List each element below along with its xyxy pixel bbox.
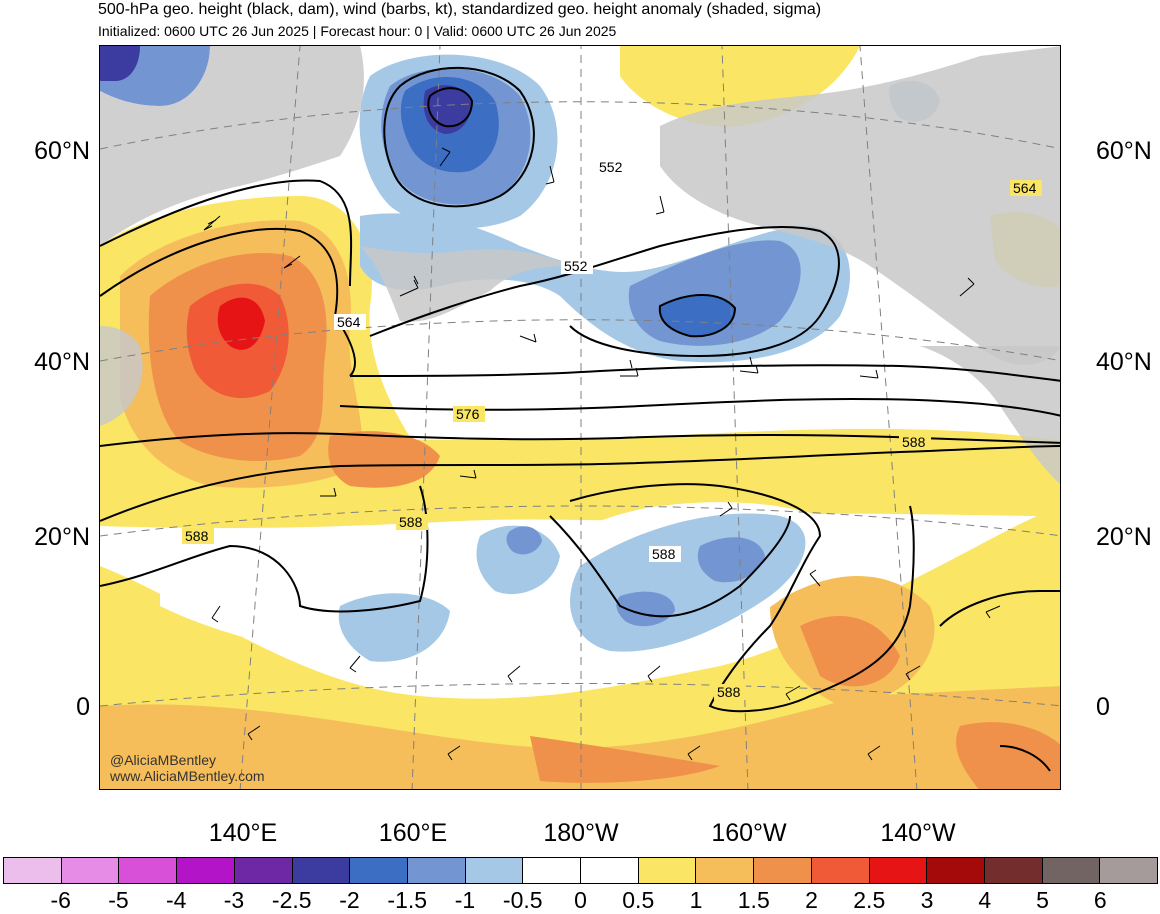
colorbar-tick-label: 2.5 [853,887,886,913]
colorbar-swatch [638,858,697,883]
colorbar-swatch [234,858,293,883]
colorbar-tick-label: 1 [689,887,703,913]
colorbar-swatch [1042,858,1101,883]
colorbar-swatch [754,858,812,883]
colorbar [3,857,1158,884]
credit-website: www.AliciaMBentley.com [110,768,265,784]
land [100,46,1060,485]
colorbar-tick-label: 5 [1036,887,1049,913]
colorbar-swatch [1100,858,1158,883]
colorbar-tick-label: -3 [223,887,245,913]
anomaly-shading [100,46,1060,789]
colorbar-tick-label: 1.5 [737,887,770,913]
colorbar-swatch [177,858,235,883]
lon-label: 180°W [543,819,619,847]
colorbar-swatch [869,858,928,883]
contour-label: 588 [185,528,209,544]
lat-label-left: 60°N [34,137,90,165]
colorbar-swatch [350,858,408,883]
lat-label-right: 20°N [1096,523,1152,551]
colorbar-tick-label: -6 [50,887,71,913]
colorbar-tick-label: -5 [108,887,129,913]
contour-label: 588 [902,434,926,450]
credit-handle: @AliciaMBentley [110,752,217,768]
colorbar-tick-label: 0 [574,887,587,913]
contour-label: 576 [456,406,480,422]
contour-label: 588 [652,546,676,562]
colorbar-swatch [696,858,755,883]
colorbar-swatch [984,858,1043,883]
colorbar-swatch [407,858,466,883]
contour-label: 564 [337,314,361,330]
colorbar-tick-label: 2 [805,887,818,913]
graticule [100,46,1060,789]
lat-label-right: 40°N [1096,348,1152,376]
colorbar-tick-label: -2 [339,887,360,913]
map-subtitle: Initialized: 0600 UTC 26 Jun 2025 | Fore… [98,23,617,39]
contour-label: 552 [564,258,588,274]
lat-label-right: 60°N [1096,137,1152,165]
colorbar-tick-label: 4 [978,887,992,913]
contour-label: 564 [1013,180,1037,196]
colorbar-tick-label: 3 [920,887,934,913]
lon-label: 160°W [711,819,787,847]
lat-label-left: 0 [76,693,90,721]
colorbar-swatch [811,858,870,883]
colorbar-tick-label: -2.5 [271,887,312,913]
contour-label: 552 [599,159,623,175]
colorbar-tick-label: -1 [454,887,476,913]
colorbar-swatch [465,858,524,883]
lat-label-right: 0 [1096,693,1110,721]
colorbar-swatch [581,858,639,883]
colorbar-swatch [119,858,178,883]
lat-label-left: 20°N [34,523,90,551]
colorbar-tick-label: 0.5 [622,887,655,913]
colorbar-swatch [4,858,62,883]
wind-barbs [203,147,1001,761]
colorbar-swatch [927,858,985,883]
lon-label: 140°E [208,819,278,847]
colorbar-tick-label: -0.5 [502,887,543,913]
contour-labels: 552 552 564 564 576 588 588 588 588 588 [182,159,1042,700]
lon-label: 160°E [378,819,448,847]
colorbar-tick-label: -1.5 [387,887,428,913]
map-panel: 552 552 564 564 576 588 588 588 588 588 [99,45,1061,790]
map-title: 500-hPa geo. height (black, dam), wind (… [98,1,822,18]
map-canvas: 552 552 564 564 576 588 588 588 588 588 [100,46,1060,789]
colorbar-swatch [523,858,582,883]
lon-label: 140°W [880,819,956,847]
colorbar-tick-label: 6 [1093,887,1107,913]
contour-label: 588 [399,514,423,530]
colorbar-tick-label: -4 [166,887,187,913]
colorbar-swatch [61,858,120,883]
contour-label: 588 [717,684,741,700]
lat-label-left: 40°N [34,348,90,376]
colorbar-swatch [292,858,351,883]
